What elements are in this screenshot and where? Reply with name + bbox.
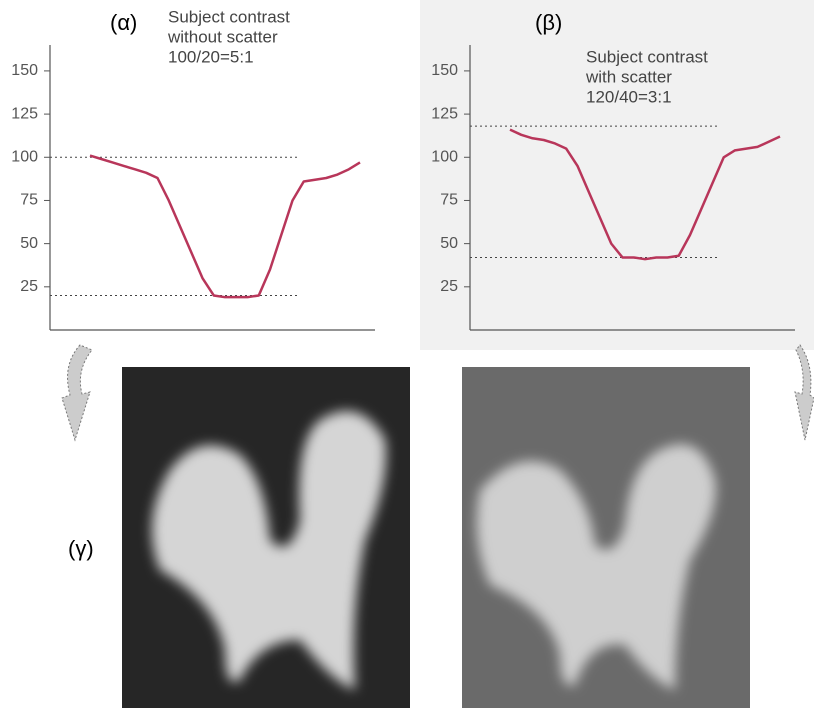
annotation: Subject contrast [586, 47, 708, 66]
y-tick-label: 100 [11, 148, 38, 165]
chart-backgrounds [0, 0, 814, 350]
arrow [61, 344, 93, 442]
y-tick-label: 75 [20, 192, 38, 209]
data-line [509, 128, 781, 261]
data-line [89, 154, 361, 299]
image-label: (γ) [68, 536, 94, 561]
annotation: with scatter [585, 67, 672, 86]
panel-label: (α) [110, 10, 137, 35]
y-tick-label: 25 [20, 278, 38, 295]
y-tick-label: 50 [20, 235, 38, 252]
annotation: Subject contrast [168, 7, 290, 26]
y-tick-label: 150 [11, 62, 38, 79]
xray-image [122, 367, 410, 708]
xray-image [462, 367, 750, 708]
arrow [794, 344, 814, 441]
y-tick-label: 100 [431, 148, 458, 165]
annotation: 100/20=5:1 [168, 47, 254, 66]
annotation: 120/40=3:1 [586, 87, 672, 106]
panel-label: (β) [535, 10, 562, 35]
y-tick-label: 125 [11, 105, 38, 122]
chart-background [0, 0, 395, 350]
chart-background [420, 0, 814, 350]
y-tick-label: 150 [431, 62, 458, 79]
y-tick-label: 50 [440, 235, 458, 252]
annotation: without scatter [167, 27, 278, 46]
y-tick-label: 75 [440, 192, 458, 209]
y-tick-label: 25 [440, 278, 458, 295]
y-tick-label: 125 [431, 105, 458, 122]
